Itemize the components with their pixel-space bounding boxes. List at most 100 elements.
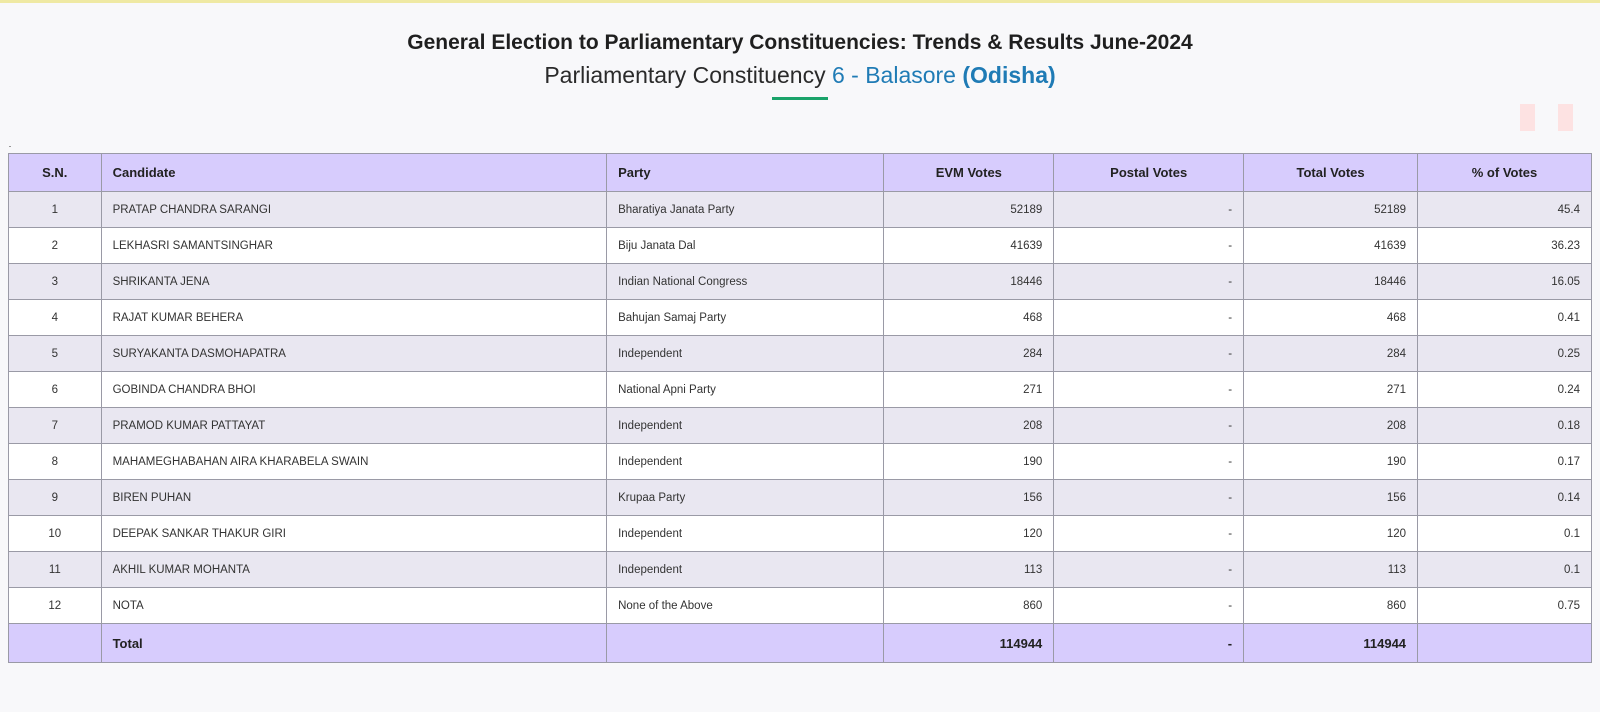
col-header-evm-votes: EVM Votes	[883, 153, 1055, 192]
table-row: 5 SURYAKANTA DASMOHAPATRA Independent 284-2…	[8, 335, 1592, 372]
cell-sn: 3	[8, 263, 102, 300]
cell-total-votes: 18446	[1243, 263, 1419, 300]
col-header-total-votes: Total Votes	[1243, 153, 1419, 192]
cell-percent-votes: 45.4	[1417, 191, 1592, 228]
top-accent-strip	[0, 0, 1600, 3]
total-party-cell	[606, 623, 885, 663]
cell-percent-votes: 0.18	[1417, 407, 1592, 444]
table-row: 8 MAHAMEGHABAHAN AIRA KHARABELA SWAIN Inde…	[8, 443, 1592, 480]
cell-evm-votes: 113	[883, 551, 1055, 588]
cell-postal-votes: -	[1053, 191, 1245, 228]
cell-total-votes: 120	[1243, 515, 1419, 552]
cell-percent-votes: 36.23	[1417, 227, 1592, 264]
cell-postal-votes: -	[1053, 587, 1245, 624]
state-name: (Odisha)	[962, 62, 1056, 88]
results-table: S.N. Candidate Party EVM Votes Postal Vo…	[8, 153, 1592, 663]
cell-percent-votes: 0.41	[1417, 299, 1592, 336]
cell-percent-votes: 0.25	[1417, 335, 1592, 372]
cell-candidate: LEKHASRI SAMANTSINGHAR	[100, 227, 608, 264]
table-header-row: S.N. Candidate Party EVM Votes Postal Vo…	[8, 153, 1592, 192]
cell-candidate: PRATAP CHANDRA SARANGI	[100, 191, 608, 228]
cell-evm-votes: 41639	[883, 227, 1055, 264]
cell-candidate: AKHIL KUMAR MOHANTA	[100, 551, 608, 588]
cell-candidate: DEEPAK SANKAR THAKUR GIRI	[100, 515, 608, 552]
cell-party: Independent	[606, 335, 885, 372]
cell-candidate: PRAMOD KUMAR PATTAYAT	[100, 407, 608, 444]
cell-total-votes: 41639	[1243, 227, 1419, 264]
cell-candidate: RAJAT KUMAR BEHERA	[100, 299, 608, 336]
action-placeholder-1[interactable]	[1520, 104, 1535, 131]
total-sn-cell	[8, 623, 102, 663]
table-row: 10 DEEPAK SANKAR THAKUR GIRI Independent 12…	[8, 515, 1592, 552]
cell-party: Indian National Congress	[606, 263, 885, 300]
cell-candidate: GOBINDA CHANDRA BHOI	[100, 371, 608, 408]
page-title: General Election to Parliamentary Consti…	[407, 31, 1193, 54]
cell-postal-votes: -	[1053, 227, 1245, 264]
title-underline	[772, 97, 828, 100]
col-header-percent-votes: % of Votes	[1417, 153, 1592, 192]
cell-postal-votes: -	[1053, 299, 1245, 336]
total-total-votes: 114944	[1243, 623, 1419, 663]
cell-party: Independent	[606, 515, 885, 552]
cell-party: Krupaa Party	[606, 479, 885, 516]
constituency-heading: Parliamentary Constituency 6 - Balasore …	[0, 59, 1600, 91]
cell-percent-votes: 0.1	[1417, 551, 1592, 588]
cell-postal-votes: -	[1053, 371, 1245, 408]
total-label: Total	[100, 623, 608, 663]
cell-sn: 4	[8, 299, 102, 336]
col-header-party: Party	[606, 153, 885, 192]
cell-percent-votes: 0.14	[1417, 479, 1592, 516]
cell-evm-votes: 284	[883, 335, 1055, 372]
cell-percent-votes: 0.1	[1417, 515, 1592, 552]
cell-total-votes: 156	[1243, 479, 1419, 516]
cell-evm-votes: 120	[883, 515, 1055, 552]
col-header-sn: S.N.	[8, 153, 102, 192]
total-percent-cell	[1417, 623, 1592, 663]
cell-party: Independent	[606, 443, 885, 480]
divider-dot	[9, 146, 11, 147]
cell-postal-votes: -	[1053, 515, 1245, 552]
cell-postal-votes: -	[1053, 551, 1245, 588]
cell-sn: 9	[8, 479, 102, 516]
cell-total-votes: 113	[1243, 551, 1419, 588]
cell-evm-votes: 271	[883, 371, 1055, 408]
cell-evm-votes: 860	[883, 587, 1055, 624]
cell-evm-votes: 208	[883, 407, 1055, 444]
cell-percent-votes: 0.75	[1417, 587, 1592, 624]
table-row: 11 AKHIL KUMAR MOHANTA Independent 113-113 0…	[8, 551, 1592, 588]
cell-evm-votes: 52189	[883, 191, 1055, 228]
cell-total-votes: 468	[1243, 299, 1419, 336]
table-row: 9 BIREN PUHAN Krupaa Party 156-156 0.14	[8, 479, 1592, 516]
col-header-candidate: Candidate	[100, 153, 608, 192]
cell-postal-votes: -	[1053, 407, 1245, 444]
table-row: 3 SHRIKANTA JENA Indian National Congress 1…	[8, 263, 1592, 300]
results-body: 1 PRATAP CHANDRA SARANGI Bharatiya Janata …	[8, 191, 1592, 624]
cell-party: Bahujan Samaj Party	[606, 299, 885, 336]
cell-total-votes: 52189	[1243, 191, 1419, 228]
cell-percent-votes: 0.24	[1417, 371, 1592, 408]
cell-candidate: BIREN PUHAN	[100, 479, 608, 516]
cell-postal-votes: -	[1053, 443, 1245, 480]
action-placeholder-2[interactable]	[1558, 104, 1573, 131]
table-total-row: Total 114944 - 114944	[8, 623, 1592, 663]
cell-party: Independent	[606, 407, 885, 444]
cell-party: Biju Janata Dal	[606, 227, 885, 264]
constituency-name: 6 - Balasore	[831, 62, 956, 88]
cell-candidate: SHRIKANTA JENA	[100, 263, 608, 300]
table-row: 2 LEKHASRI SAMANTSINGHAR Biju Janata Dal 41…	[8, 227, 1592, 264]
cell-postal-votes: -	[1053, 335, 1245, 372]
cell-candidate: NOTA	[100, 587, 608, 624]
cell-postal-votes: -	[1053, 263, 1245, 300]
cell-evm-votes: 156	[883, 479, 1055, 516]
total-evm-votes: 114944	[883, 623, 1055, 663]
cell-candidate: SURYAKANTA DASMOHAPATRA	[100, 335, 608, 372]
cell-party: None of the Above	[606, 587, 885, 624]
cell-sn: 5	[8, 335, 102, 372]
table-row: 4 RAJAT KUMAR BEHERA Bahujan Samaj Party 46…	[8, 299, 1592, 336]
cell-sn: 2	[8, 227, 102, 264]
table-row: 1 PRATAP CHANDRA SARANGI Bharatiya Janata …	[8, 191, 1592, 228]
cell-party: Independent	[606, 551, 885, 588]
cell-total-votes: 208	[1243, 407, 1419, 444]
cell-party: Bharatiya Janata Party	[606, 191, 885, 228]
cell-sn: 8	[8, 443, 102, 480]
